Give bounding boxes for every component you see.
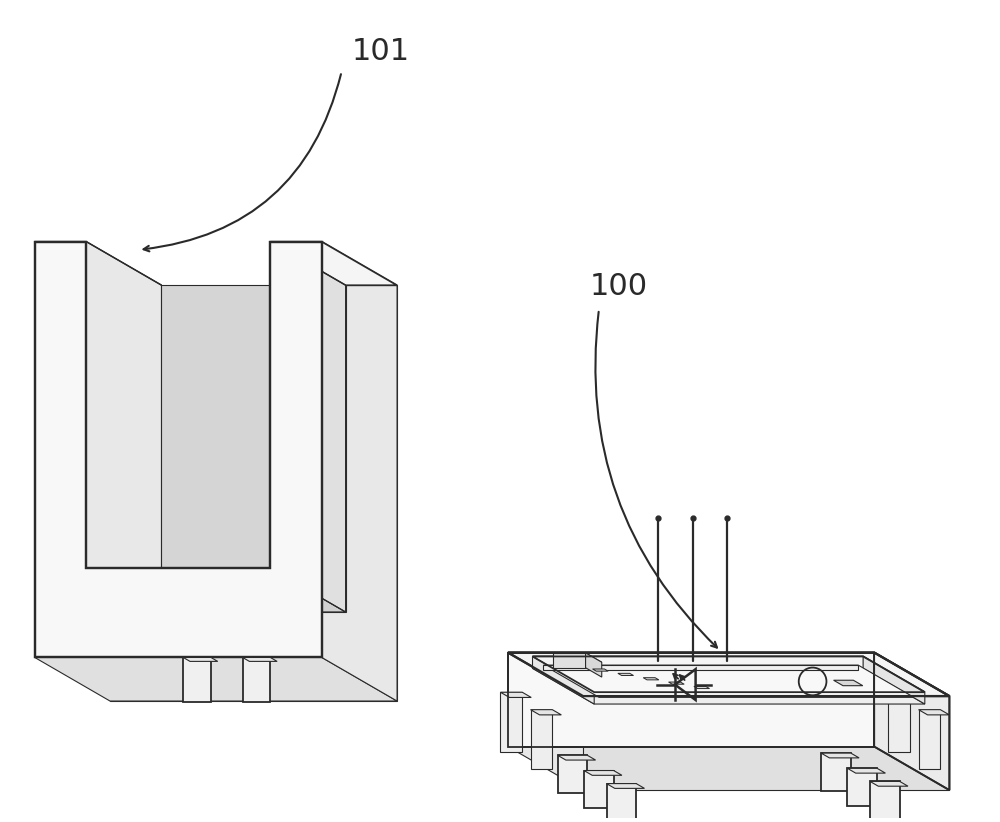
Polygon shape (607, 783, 636, 821)
Polygon shape (86, 568, 346, 612)
Polygon shape (593, 669, 608, 671)
Polygon shape (533, 657, 594, 704)
Polygon shape (863, 657, 925, 704)
Text: 101: 101 (352, 37, 410, 67)
Polygon shape (870, 782, 908, 786)
Polygon shape (270, 242, 397, 285)
Polygon shape (874, 653, 949, 790)
Polygon shape (669, 682, 684, 684)
Polygon shape (110, 285, 397, 701)
Polygon shape (35, 658, 397, 701)
Polygon shape (183, 658, 218, 662)
Polygon shape (508, 746, 949, 790)
Polygon shape (508, 653, 949, 696)
Polygon shape (35, 242, 161, 285)
Polygon shape (870, 782, 900, 819)
Polygon shape (847, 769, 877, 806)
Polygon shape (161, 285, 346, 612)
Polygon shape (607, 783, 644, 788)
Polygon shape (888, 692, 910, 751)
Polygon shape (584, 770, 622, 775)
Polygon shape (919, 709, 949, 715)
Polygon shape (558, 755, 587, 793)
Polygon shape (558, 755, 596, 760)
Polygon shape (834, 681, 863, 686)
Polygon shape (543, 665, 858, 670)
Polygon shape (322, 242, 397, 701)
Polygon shape (500, 692, 522, 751)
Polygon shape (553, 653, 602, 663)
Polygon shape (847, 769, 885, 774)
Polygon shape (618, 673, 634, 676)
Polygon shape (586, 653, 602, 677)
Polygon shape (35, 242, 322, 658)
Polygon shape (694, 686, 710, 689)
Polygon shape (86, 242, 161, 612)
Polygon shape (531, 709, 552, 769)
Polygon shape (888, 692, 919, 697)
Polygon shape (531, 709, 561, 715)
Polygon shape (270, 242, 346, 612)
Polygon shape (583, 696, 949, 790)
Text: 100: 100 (590, 272, 648, 301)
Polygon shape (533, 657, 925, 692)
Polygon shape (643, 677, 659, 680)
Polygon shape (533, 668, 925, 704)
Polygon shape (584, 770, 614, 808)
Polygon shape (533, 657, 863, 668)
Polygon shape (543, 665, 914, 697)
Polygon shape (821, 753, 851, 791)
Polygon shape (500, 692, 531, 697)
Polygon shape (183, 658, 211, 702)
Polygon shape (243, 658, 277, 662)
Polygon shape (553, 653, 586, 667)
Polygon shape (508, 653, 874, 746)
Polygon shape (821, 753, 859, 758)
Polygon shape (243, 658, 270, 702)
Polygon shape (919, 709, 940, 769)
